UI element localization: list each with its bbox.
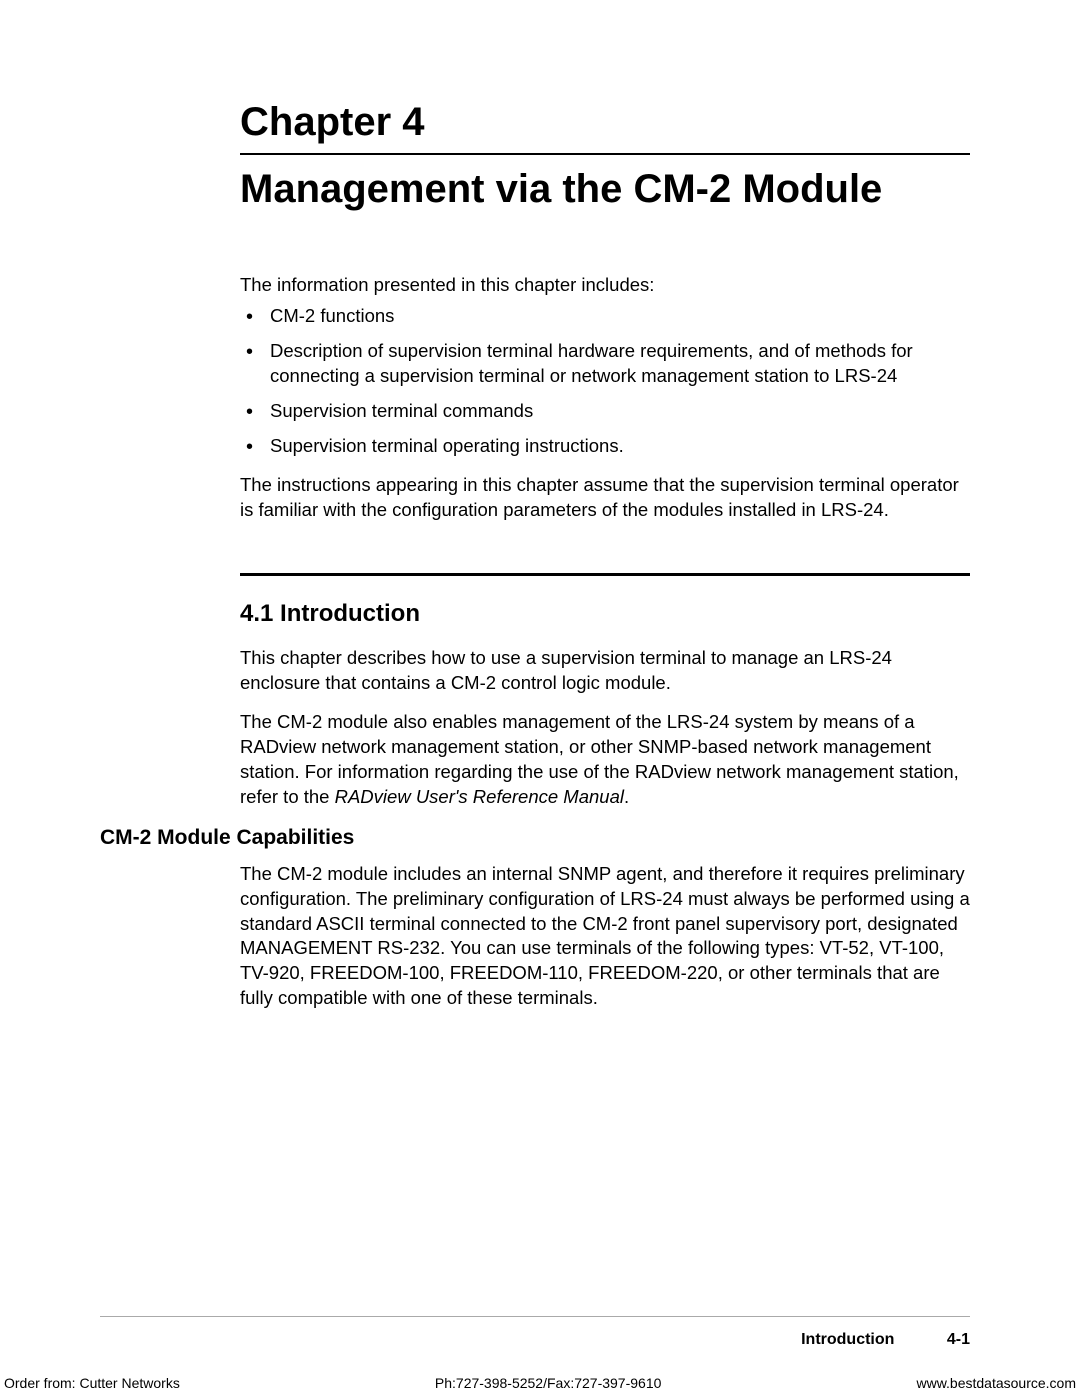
assumption-paragraph: The instructions appearing in this chapt… [240, 473, 970, 523]
bottom-info-bar: Order from: Cutter Networks Ph:727-398-5… [0, 1375, 1080, 1391]
document-page: Chapter 4 Management via the CM-2 Module… [0, 0, 1080, 1011]
website-url: www.bestdatasource.com [916, 1375, 1076, 1391]
chapter-number: Chapter 4 [240, 100, 970, 155]
page-number: 4-1 [947, 1331, 970, 1348]
section-heading: 4.1 Introduction [240, 600, 970, 628]
intro-line: The information presented in this chapte… [240, 273, 970, 298]
manual-reference: RADview User's Reference Manual [335, 786, 624, 807]
vendor-info: Order from: Cutter Networks [4, 1375, 180, 1391]
page-footer: Introduction 4-1 [801, 1331, 970, 1349]
paragraph-text: . [624, 786, 629, 807]
chapter-title: Management via the CM-2 Module [240, 155, 970, 273]
list-item: Description of supervision terminal hard… [240, 339, 970, 389]
contact-info: Ph:727-398-5252/Fax:727-397-9610 [435, 1375, 662, 1391]
chapter-header: Chapter 4 Management via the CM-2 Module [240, 100, 970, 273]
list-item: CM-2 functions [240, 304, 970, 329]
footer-divider [100, 1316, 970, 1317]
intro-bullet-list: CM-2 functions Description of supervisio… [240, 304, 970, 459]
section-paragraph: This chapter describes how to use a supe… [240, 646, 970, 696]
list-item: Supervision terminal commands [240, 399, 970, 424]
list-item: Supervision terminal operating instructi… [240, 434, 970, 459]
footer-section-label: Introduction [801, 1331, 894, 1348]
section-divider [240, 573, 970, 576]
subsection-heading: CM-2 Module Capabilities [100, 826, 970, 850]
section-paragraph: The CM-2 module also enables management … [240, 710, 970, 810]
subsection-paragraph: The CM-2 module includes an internal SNM… [240, 862, 970, 1012]
